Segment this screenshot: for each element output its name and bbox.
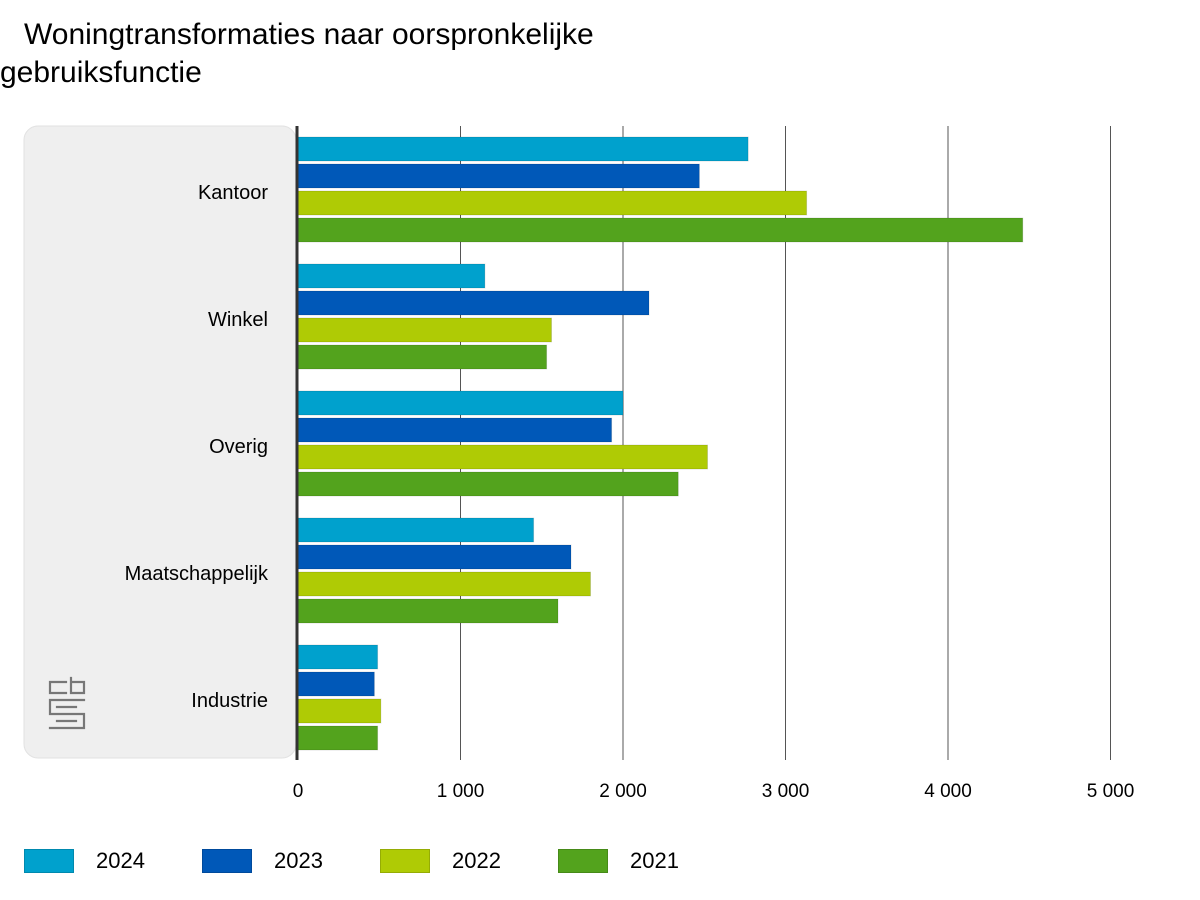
x-tick-labels: 0 1 000 2 000 3 000 4 000 5 000 (293, 781, 1135, 802)
bar-2021-industrie (297, 725, 379, 751)
legend-item-2024: 2024 (24, 846, 202, 876)
bar-2024-maatschappelijk (297, 517, 535, 543)
bar-2021-kantoor (297, 217, 1024, 243)
category-label: Kantoor (198, 182, 268, 204)
legend-item-2023: 2023 (202, 846, 380, 876)
chart-title-line-2: gebruiksfunctie (0, 56, 202, 89)
legend-item-2021: 2021 (558, 846, 736, 876)
x-tick-label: 1 000 (437, 781, 485, 802)
bars (297, 136, 1024, 751)
category-label: Winkel (208, 309, 268, 331)
legend-label: 2023 (274, 848, 323, 873)
legend-label: 2022 (452, 848, 501, 873)
x-tick-label: 0 (293, 781, 304, 802)
chart-title: Woningtransformaties naar oorspronkelijk… (0, 16, 720, 92)
bar-2021-winkel (297, 344, 548, 370)
category-label: Maatschappelijk (125, 563, 269, 585)
bar-2021-maatschappelijk (297, 598, 559, 624)
bar-2023-maatschappelijk (297, 544, 572, 570)
bar-2024-kantoor (297, 136, 749, 162)
bar-2022-winkel (297, 317, 552, 343)
legend-swatch (202, 849, 252, 873)
bar-2022-industrie (297, 698, 382, 724)
chart-title-line-1: Woningtransformaties naar oorspronkelijk… (24, 18, 594, 51)
legend-item-2022: 2022 (380, 846, 558, 876)
legend-swatch (24, 849, 74, 873)
legend: 2024 2023 2022 2021 (24, 846, 736, 876)
legend-label: 2021 (630, 848, 679, 873)
legend-swatch (380, 849, 430, 873)
category-label: Industrie (191, 690, 268, 712)
bar-2024-winkel (297, 263, 486, 289)
bar-2022-overig (297, 444, 708, 470)
bar-2024-industrie (297, 644, 379, 670)
bar-2023-overig (297, 417, 613, 443)
category-labels: Kantoor Winkel Overig Maatschappelijk Indust… (125, 182, 269, 712)
bar-2022-maatschappelijk (297, 571, 591, 597)
bar-2022-kantoor (297, 190, 808, 216)
bar-2021-overig (297, 471, 679, 497)
x-tick-label: 4 000 (924, 781, 972, 802)
bar-2023-industrie (297, 671, 375, 697)
bar-2024-overig (297, 390, 624, 416)
x-tick-label: 5 000 (1087, 781, 1135, 802)
category-label: Overig (209, 436, 268, 458)
bar-chart: Kantoor Winkel Overig Maatschappelijk Indust… (23, 125, 1135, 802)
cbs-logo-icon (48, 676, 86, 730)
bar-2023-winkel (297, 290, 650, 316)
legend-label: 2024 (96, 848, 145, 873)
x-tick-label: 2 000 (599, 781, 647, 802)
legend-swatch (558, 849, 608, 873)
bar-2023-kantoor (297, 163, 700, 189)
x-tick-label: 3 000 (762, 781, 810, 802)
